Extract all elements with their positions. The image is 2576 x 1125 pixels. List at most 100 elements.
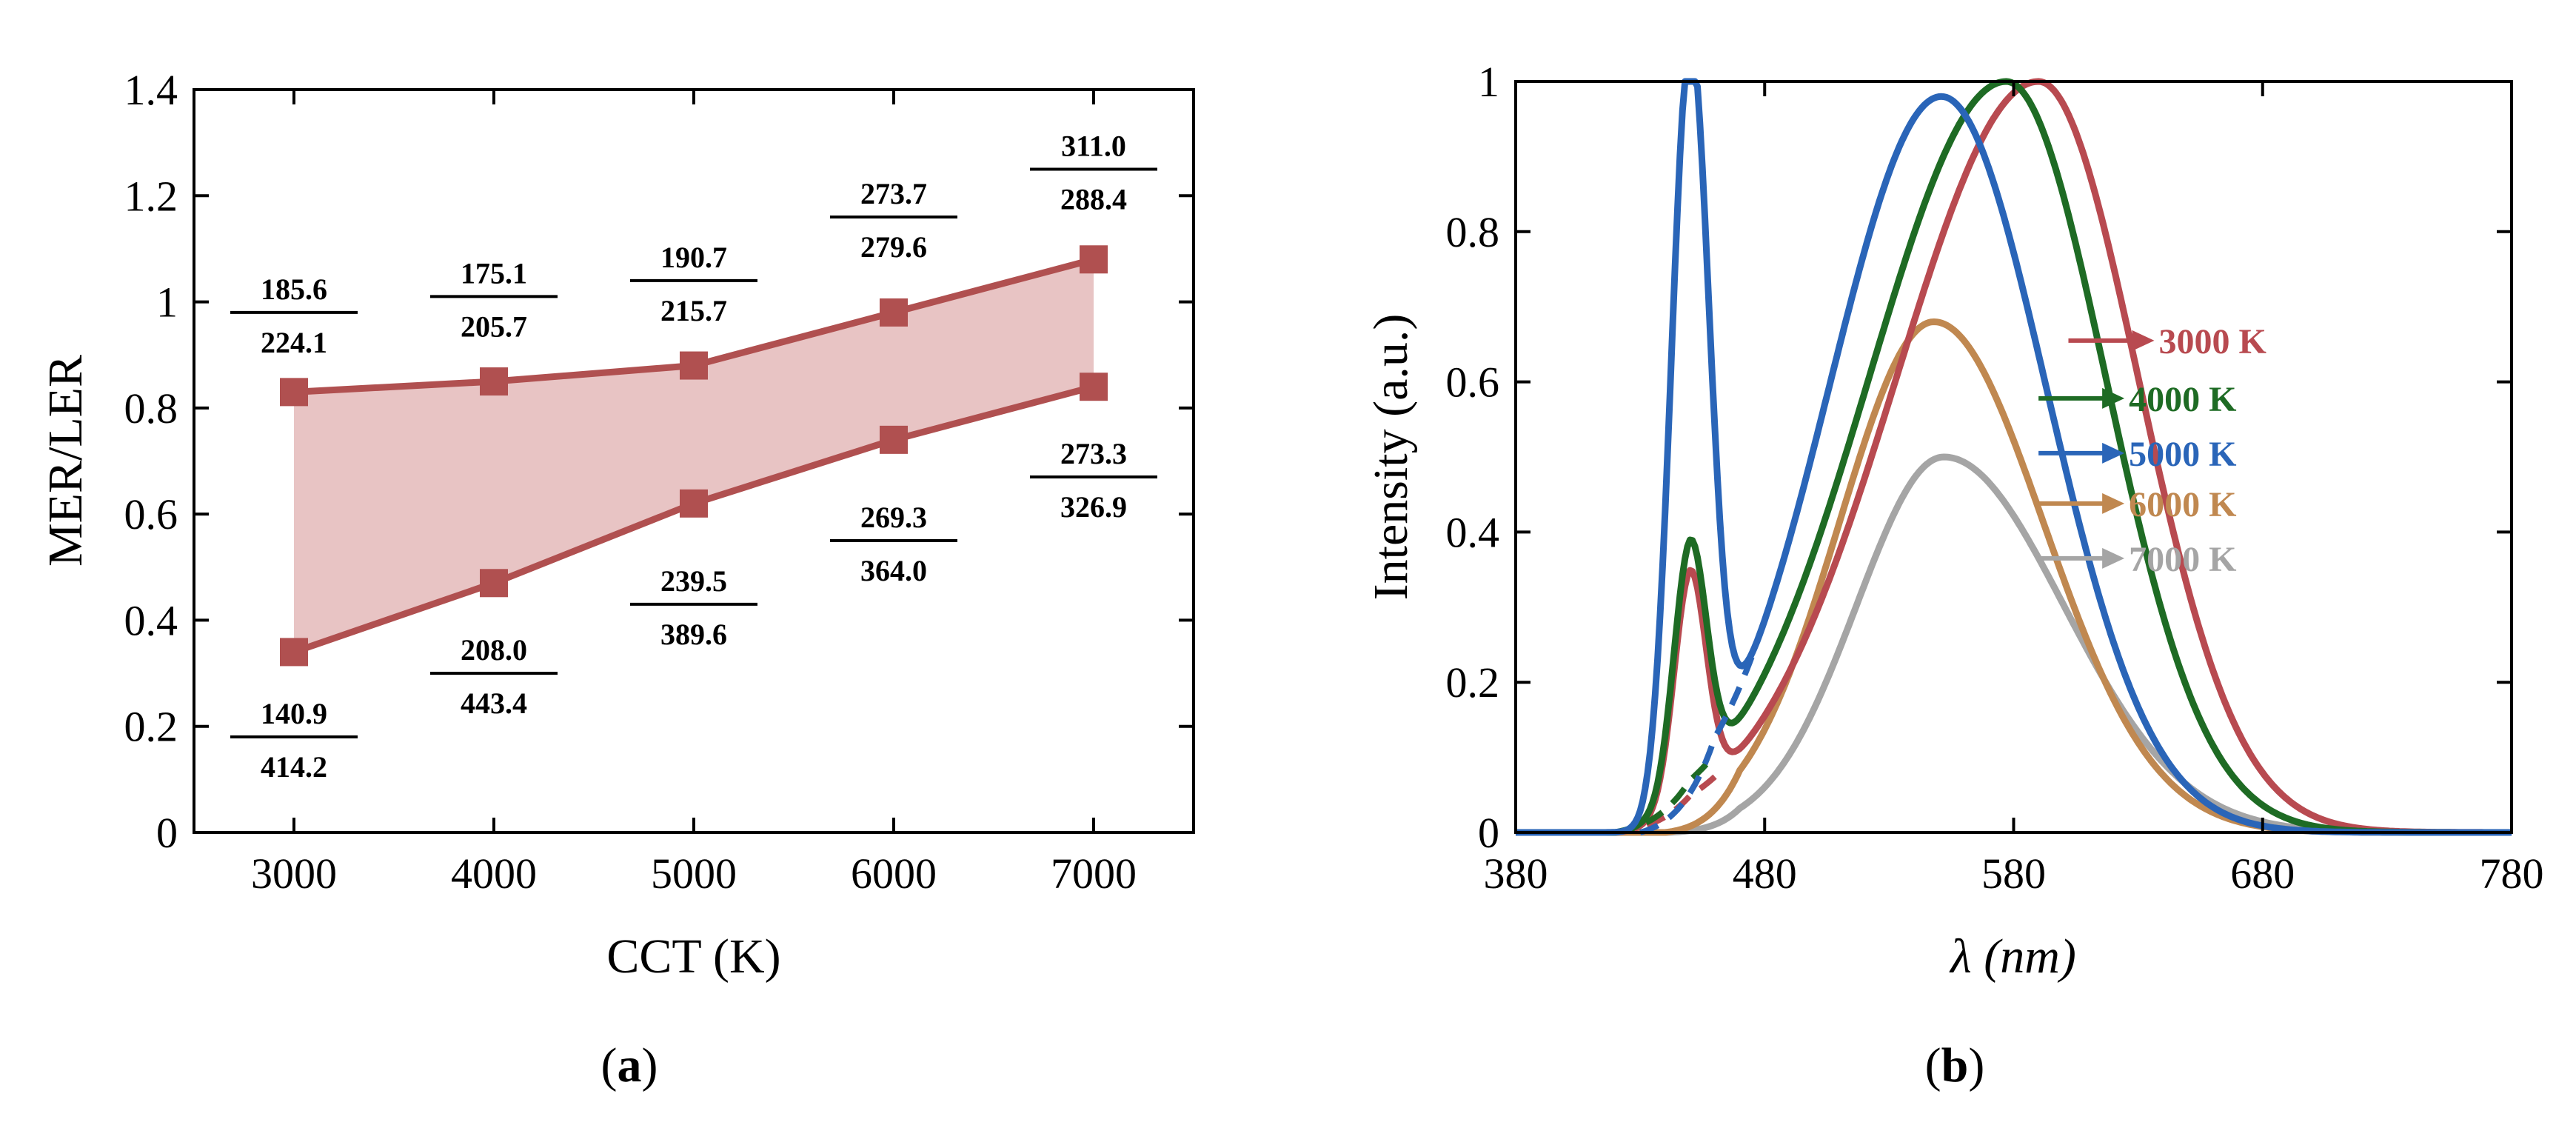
data-point-lower	[280, 638, 308, 667]
panel-label-close: )	[1968, 1038, 1984, 1092]
y-tick-label: 1	[156, 278, 178, 327]
x-tick-label: 480	[1733, 849, 1797, 898]
data-point-lower	[480, 569, 508, 598]
ratio-numerator: 273.3	[1060, 437, 1127, 470]
ratio-annotation: 239.5 389.6	[630, 564, 757, 651]
ratio-denominator: 326.9	[1060, 490, 1127, 524]
data-point-upper	[880, 298, 908, 327]
ratio-annotation: 208.0 443.4	[430, 633, 558, 720]
phosphor-dashed-line	[1665, 728, 1767, 835]
ratio-denominator: 215.7	[660, 294, 727, 327]
y-axis-ticks: 0 0.2 0.4 0.6 0.8 1 1.2 1.4	[124, 66, 1194, 857]
ratio-denominator: 414.2	[261, 750, 327, 784]
y-tick-label: 1.2	[124, 172, 178, 220]
x-tick-label: 6000	[851, 849, 937, 898]
legend-label: 4000 K	[2129, 380, 2236, 419]
series-markers	[280, 245, 1108, 667]
spectrum-curves	[1514, 78, 2513, 836]
panel-label-open: (	[1925, 1038, 1941, 1092]
panel-label-a: (a)	[601, 1038, 658, 1092]
y-tick-label: 0	[156, 809, 178, 857]
ratio-annotations: 185.6 224.1 175.1 205.7 190.7 215.7 273.7 279.6…	[230, 129, 1157, 784]
y-tick-label: 0	[1478, 809, 1499, 857]
ratio-denominator: 205.7	[461, 310, 527, 343]
legend-entry: 7000 K	[2038, 540, 2236, 579]
data-point-upper	[1080, 245, 1108, 274]
y-tick-label: 0.8	[1446, 208, 1500, 256]
legend-label: 7000 K	[2129, 540, 2236, 579]
legend-arrow-head	[2102, 387, 2125, 409]
y-tick-label: 0.8	[124, 384, 178, 433]
x-tick-label: 580	[1981, 849, 2046, 898]
ratio-numerator: 175.1	[461, 256, 527, 290]
x-axis-label: λ (nm)	[1949, 929, 2076, 984]
y-tick-label: 1.4	[124, 66, 178, 114]
legend: 3000 K 4000 K 5000 K 6000 K 7000 K	[2038, 322, 2266, 579]
ratio-numerator: 190.7	[660, 241, 727, 274]
ratio-annotation: 311.0 288.4	[1030, 129, 1157, 216]
phosphor-dashed-line	[1639, 654, 1756, 835]
ratio-numerator: 269.3	[860, 501, 927, 534]
panel-label-b: (b)	[1925, 1038, 1985, 1092]
ratio-denominator: 288.4	[1060, 182, 1127, 216]
legend-label: 6000 K	[2129, 485, 2236, 524]
legend-entry: 6000 K	[2038, 485, 2236, 524]
panel-b-chart: 3000 K 4000 K 5000 K 6000 K 7000 K 380 480 580…	[1364, 58, 2544, 1092]
data-point-lower	[1080, 373, 1108, 401]
x-tick-label: 3000	[251, 849, 337, 898]
x-axis-label: CCT (K)	[606, 929, 780, 984]
ratio-denominator: 389.6	[660, 618, 727, 651]
ratio-annotation: 273.7 279.6	[830, 177, 957, 264]
y-axis-ticks: 0 0.2 0.4 0.6 0.8 1	[1446, 58, 2512, 857]
ratio-denominator: 224.1	[261, 326, 327, 359]
ratio-denominator: 443.4	[461, 687, 527, 720]
y-tick-label: 0.2	[124, 703, 178, 751]
legend-arrow-head	[2132, 330, 2155, 351]
panel-label-open: (	[601, 1038, 618, 1092]
ratio-annotation: 175.1 205.7	[430, 256, 558, 343]
panel-label-letter: a	[618, 1038, 642, 1092]
x-tick-label: 680	[2230, 849, 2295, 898]
data-point-lower	[880, 425, 908, 454]
ratio-numerator: 239.5	[660, 564, 727, 598]
data-point-upper	[480, 367, 508, 396]
y-tick-label: 0.6	[124, 490, 178, 538]
x-axis-ticks: 380 480 580 680 780	[1484, 81, 2544, 898]
panel-label-close: )	[642, 1038, 658, 1092]
ratio-numerator: 208.0	[461, 633, 527, 667]
x-tick-label: 380	[1484, 849, 1548, 898]
legend-label: 5000 K	[2129, 435, 2236, 474]
y-tick-label: 0.6	[1446, 358, 1500, 407]
ratio-annotation: 190.7 215.7	[630, 241, 757, 327]
ratio-numerator: 140.9	[261, 697, 327, 730]
ratio-denominator: 279.6	[860, 230, 927, 264]
ratio-numerator: 185.6	[261, 273, 327, 306]
ratio-annotation: 185.6 224.1	[230, 273, 358, 359]
ratio-numerator: 273.7	[860, 177, 927, 210]
legend-arrow-head	[2102, 493, 2125, 514]
y-tick-label: 1	[1478, 58, 1499, 106]
ratio-annotation: 140.9 414.2	[230, 697, 358, 784]
legend-entry: 3000 K	[2068, 322, 2266, 361]
y-tick-label: 0.4	[124, 596, 178, 644]
legend-arrow-head	[2102, 547, 2125, 569]
x-tick-label: 780	[2480, 849, 2544, 898]
ratio-denominator: 364.0	[860, 554, 927, 587]
y-tick-label: 0.2	[1446, 658, 1500, 707]
data-point-upper	[680, 351, 708, 380]
legend-label: 3000 K	[2158, 322, 2266, 361]
ratio-numerator: 311.0	[1061, 129, 1126, 162]
ratio-annotation: 269.3 364.0	[830, 501, 957, 587]
shaded-area	[294, 259, 1094, 652]
shaded-region	[294, 259, 1094, 652]
panel-a-chart: 185.6 224.1 175.1 205.7 190.7 215.7 273.7 279.6…	[39, 66, 1195, 1092]
data-point-upper	[280, 378, 308, 407]
x-tick-label: 5000	[651, 849, 737, 898]
y-axis-label: Intensity (a.u.)	[1364, 314, 1418, 601]
legend-entry: 4000 K	[2038, 380, 2236, 419]
x-tick-label: 4000	[451, 849, 537, 898]
legend-entry: 5000 K	[2038, 435, 2236, 474]
panel-label-letter: b	[1941, 1038, 1969, 1092]
data-point-lower	[680, 489, 708, 518]
